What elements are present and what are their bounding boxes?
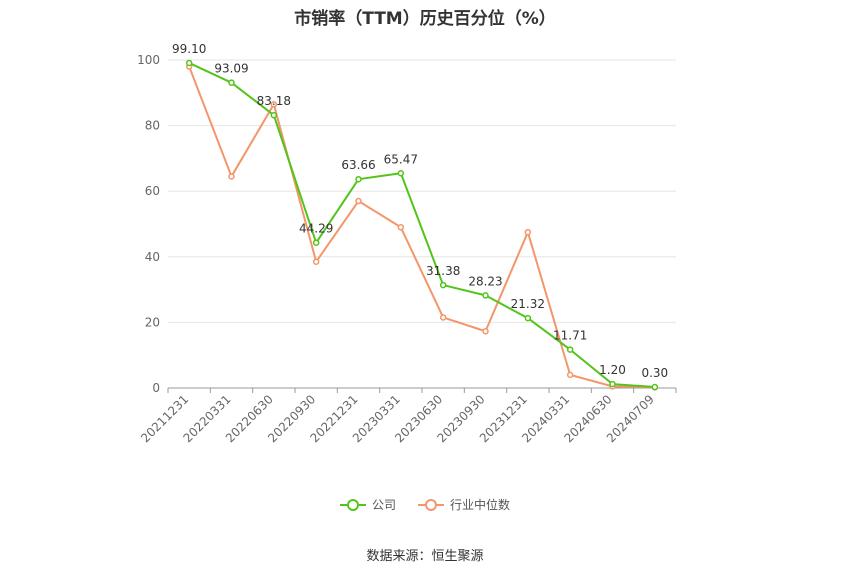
series-point-0 [185, 59, 193, 67]
series-line-1 [188, 66, 655, 389]
data-label: 1.20 [599, 363, 626, 377]
chart-title: 市销率（TTM）历史百分位（%） [294, 9, 556, 29]
series-point-1 [566, 371, 574, 379]
legend-label-industry-median: 行业中位数 [450, 498, 511, 512]
series-point-1 [228, 173, 235, 180]
legend-item-industry-median[interactable]: 行业中位数 [418, 496, 510, 513]
legend-swatch-industry-median [418, 498, 444, 512]
data-label: 0.30 [641, 366, 668, 380]
data-label: 83.18 [257, 94, 291, 108]
data-label: 28.23 [468, 274, 502, 288]
y-tick-label: 100 [137, 53, 160, 67]
series-point-1 [355, 197, 362, 205]
series-point-0 [609, 380, 616, 388]
series-point-0 [355, 175, 362, 183]
data-label: 93.09 [214, 62, 248, 76]
data-label: 21.32 [511, 297, 545, 311]
series-point-0 [566, 346, 574, 353]
data-label: 63.66 [341, 158, 375, 172]
legend-item-company[interactable]: 公司 [339, 496, 396, 513]
series-point-0 [524, 314, 532, 322]
data-label: 31.38 [426, 264, 460, 278]
legend-swatch-company [339, 498, 366, 512]
data-label: 44.29 [299, 222, 333, 236]
legend: 公司 行业中位数 [0, 496, 850, 513]
y-tick-label: 60 [145, 184, 160, 198]
series-line-0 [188, 62, 655, 389]
series-point-0 [270, 111, 278, 119]
series-point-0 [482, 292, 489, 299]
data-source: 数据来源：恒生聚源 [366, 549, 484, 564]
y-tick-label: 20 [145, 315, 160, 329]
series-point-1 [270, 101, 278, 108]
series-point-0 [397, 170, 405, 177]
series-point-1 [312, 258, 320, 265]
series-point-0 [651, 383, 659, 391]
chart-plot: 0204060801002021123120220331202206302022… [137, 42, 677, 445]
series-point-0 [312, 239, 320, 246]
series-point-1 [482, 328, 489, 335]
data-label: 99.10 [172, 42, 206, 56]
data-label: 11.71 [553, 329, 587, 343]
legend-label-company: 公司 [371, 498, 396, 512]
series-point-1 [524, 228, 532, 236]
series-point-0 [439, 281, 447, 289]
series-point-0 [228, 79, 235, 86]
series-point-1 [397, 224, 405, 231]
data-label: 65.47 [384, 152, 418, 166]
series-point-1 [439, 314, 447, 321]
y-tick-label: 40 [145, 250, 160, 264]
y-tick-label: 80 [145, 119, 160, 133]
y-tick-label: 0 [152, 381, 160, 395]
